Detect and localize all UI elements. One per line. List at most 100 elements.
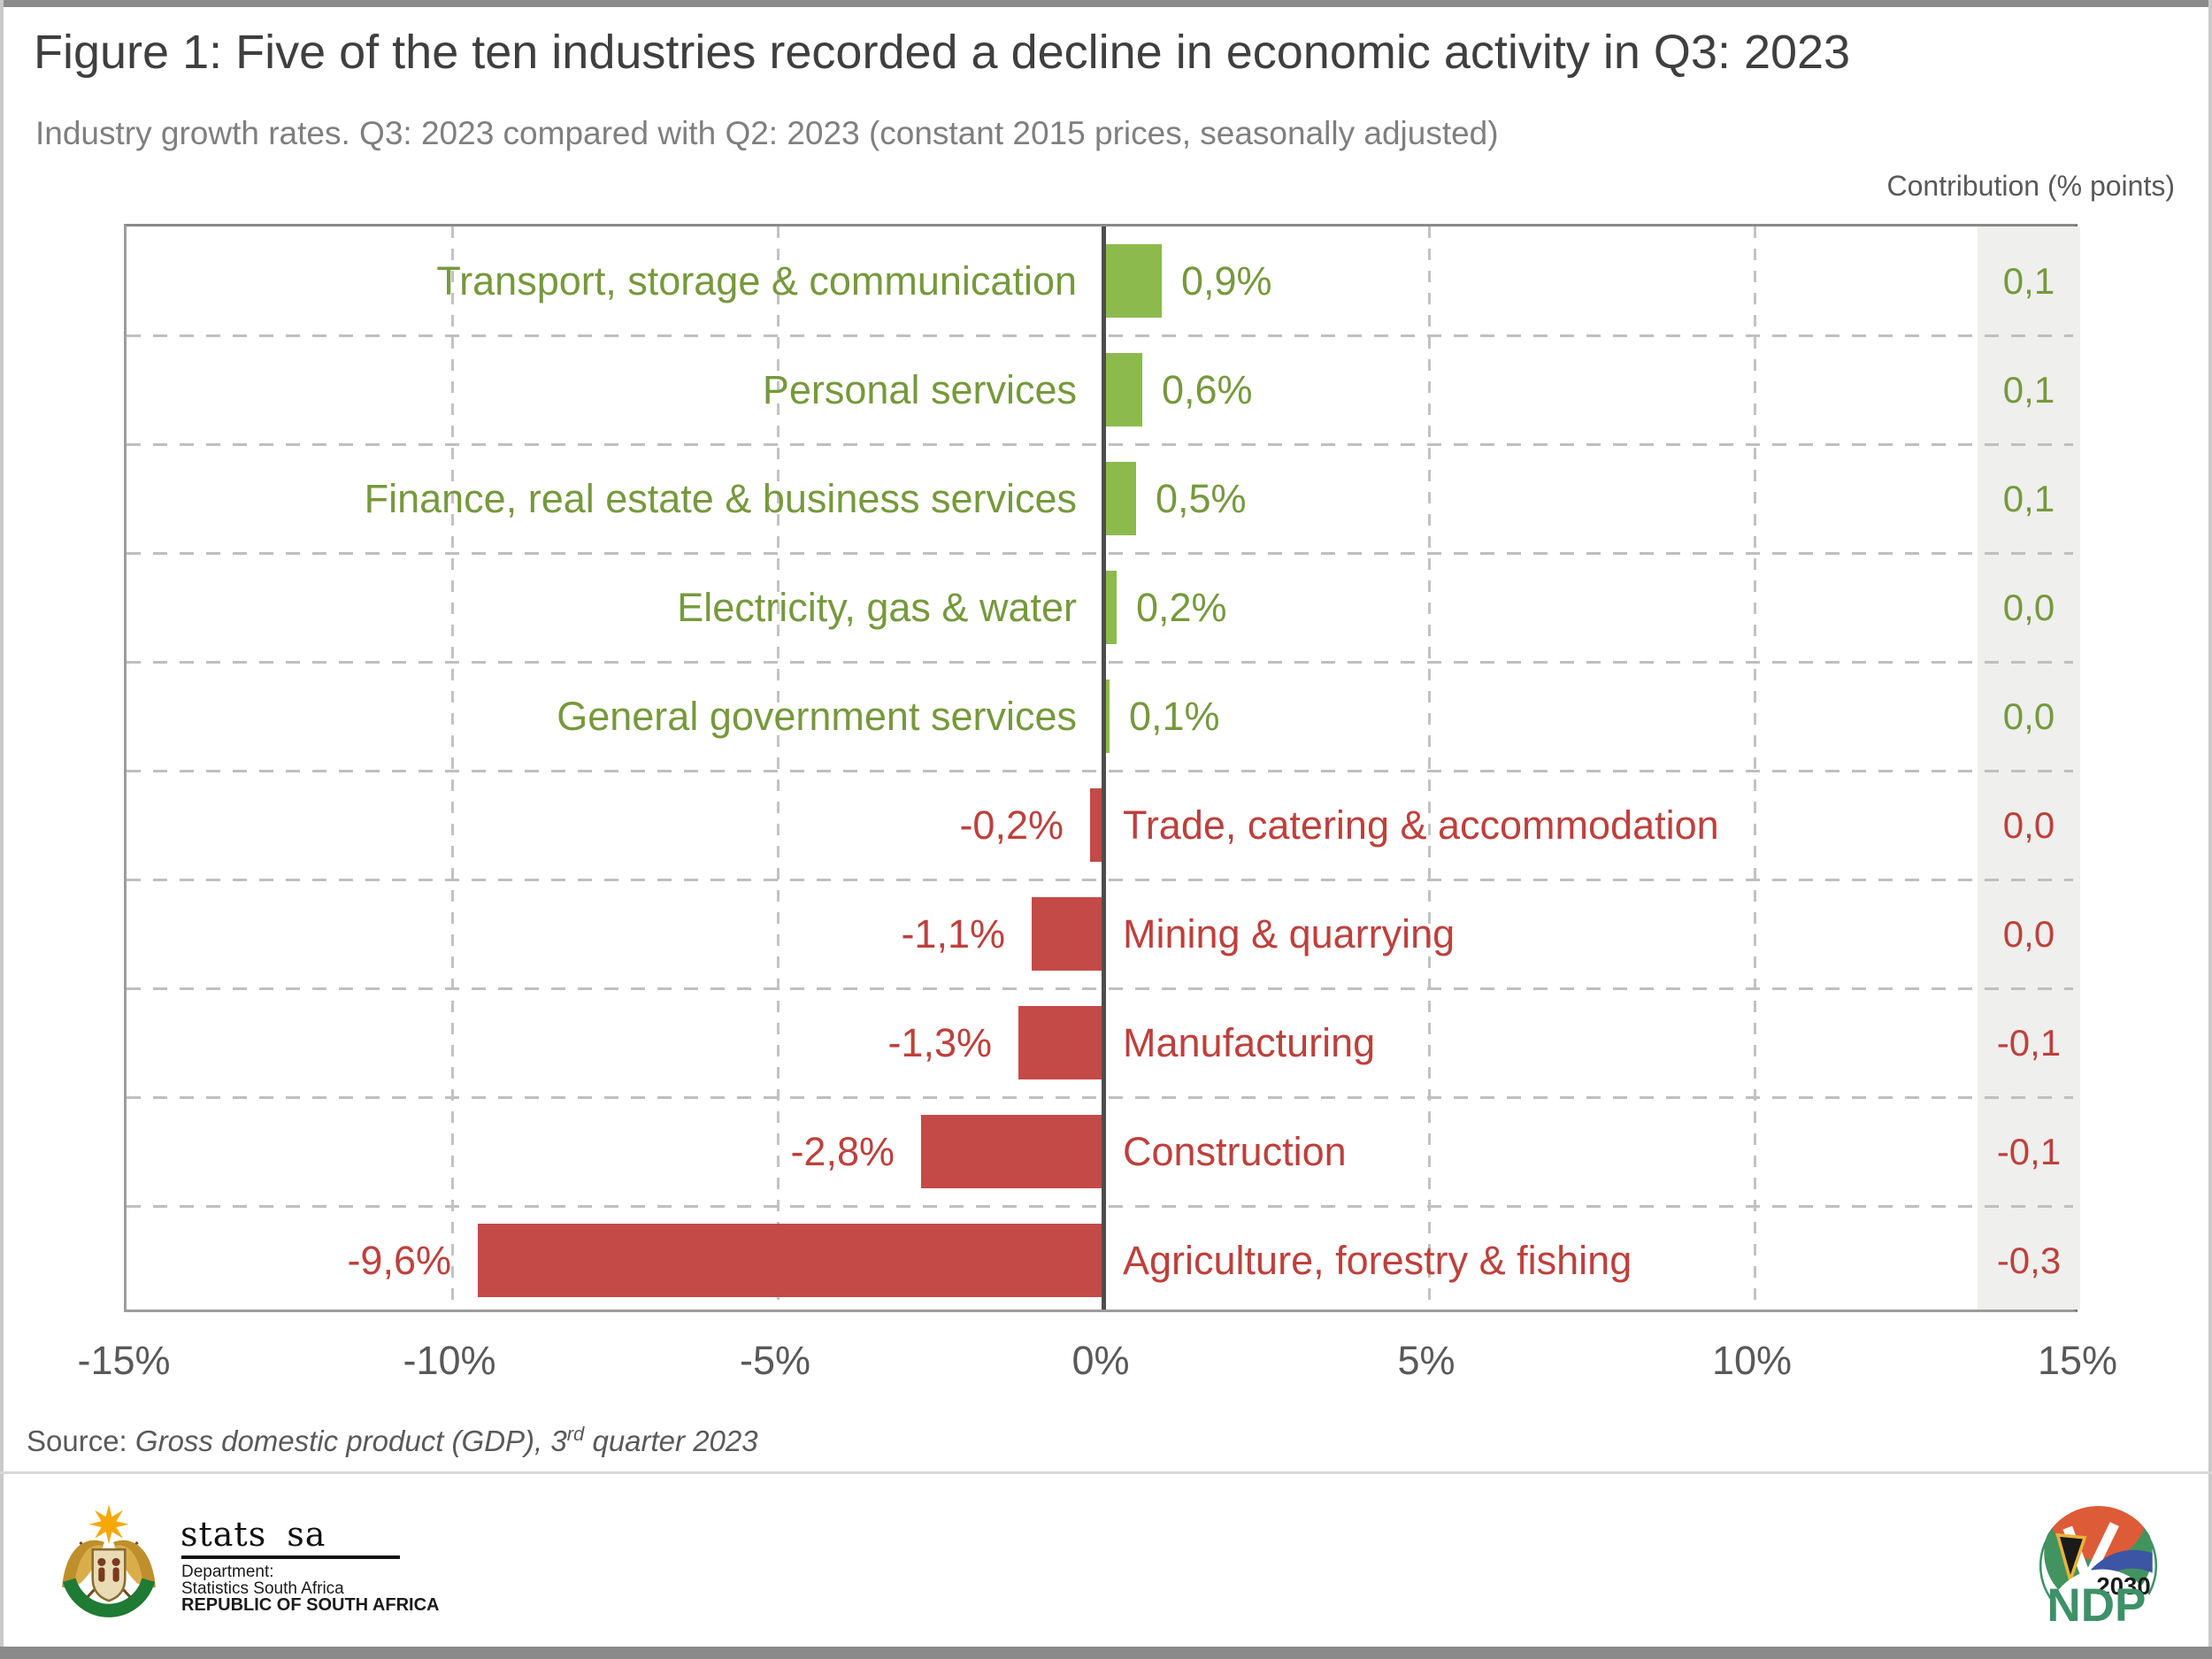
industry-label: Electricity, gas & water xyxy=(677,584,1077,630)
frame-left-border xyxy=(0,0,4,1659)
source-note: Source: Gross domestic product (GDP), 3r… xyxy=(27,1423,758,1458)
industry-label: Construction xyxy=(1123,1128,1347,1174)
ndp-acronym: NDP xyxy=(2047,1579,2146,1632)
growth-bar xyxy=(1032,897,1103,971)
growth-value-label: -0,2% xyxy=(959,802,1064,848)
table-row: General government services 0,1% 0,0 xyxy=(127,662,2073,771)
statssa-wordmark: stats sa xyxy=(180,1515,326,1554)
table-row: Manufacturing -1,3% -0,1 xyxy=(127,988,2073,1097)
republic-of-south-africa-label: REPUBLIC OF SOUTH AFRICA xyxy=(181,1595,440,1615)
horizontal-gridline xyxy=(127,334,2073,337)
growth-value-label: -2,8% xyxy=(790,1128,895,1174)
growth-bar xyxy=(1103,680,1110,753)
ndp-year: 2030 xyxy=(2096,1572,2150,1600)
bar-chart-plot-area: Transport, storage & communication 0,9% 0,… xyxy=(124,224,2080,1312)
figure-subtitle: Industry growth rates. Q3: 2023 compared… xyxy=(35,115,1499,151)
x-axis-tick-label: 5% xyxy=(1397,1338,1455,1383)
footer-divider xyxy=(0,1471,2212,1474)
industry-label: Personal services xyxy=(762,366,1077,412)
ndp-2030-logo: 2030 NDP xyxy=(2039,1506,2158,1632)
vertical-gridline xyxy=(451,227,454,1310)
frame-right-border xyxy=(2208,0,2212,1659)
horizontal-gridline xyxy=(127,770,2073,772)
vertical-gridline xyxy=(1754,227,1756,1310)
statistics-south-africa-label: Statistics South Africa xyxy=(181,1579,344,1598)
table-row: Finance, real estate & business services… xyxy=(127,444,2073,553)
growth-value-label: 0,5% xyxy=(1156,475,1247,521)
growth-value-label: -1,1% xyxy=(901,910,1005,956)
growth-bar xyxy=(478,1224,1103,1297)
contribution-column-header: Contribution (% points) xyxy=(1886,170,2175,202)
table-row: Personal services 0,6% 0,1 xyxy=(127,335,2073,444)
horizontal-gridline xyxy=(127,1205,2073,1208)
zero-axis-line xyxy=(1102,227,1106,1310)
frame-top-border xyxy=(0,0,2212,7)
flag-black-triangle xyxy=(2055,1532,2087,1586)
industry-label: General government services xyxy=(557,693,1077,739)
x-axis-tick-label: 10% xyxy=(1711,1338,1793,1383)
industry-label: Manufacturing xyxy=(1123,1019,1376,1065)
industry-label: Mining & quarrying xyxy=(1123,910,1455,956)
vertical-gridline xyxy=(1428,227,1431,1310)
frame-bottom-border xyxy=(0,1647,2212,1659)
growth-bar xyxy=(1103,353,1142,426)
industry-label: Trade, catering & accommodation xyxy=(1123,802,1719,848)
growth-value-label: 0,9% xyxy=(1181,257,1272,303)
table-row: Electricity, gas & water 0,2% 0,0 xyxy=(127,553,2073,662)
source-prefix: Source: xyxy=(27,1425,135,1457)
horizontal-gridline xyxy=(127,443,2073,446)
industry-label: Agriculture, forestry & fishing xyxy=(1123,1237,1632,1283)
coat-of-arms-logo xyxy=(62,1504,156,1617)
department-label: Department: xyxy=(181,1563,274,1581)
growth-bar xyxy=(1018,1006,1103,1079)
source-text: Gross domestic product (GDP), 3 xyxy=(134,1425,567,1457)
growth-bar xyxy=(921,1115,1103,1188)
sun-icon xyxy=(88,1504,129,1545)
growth-bar xyxy=(1103,571,1117,644)
x-axis-tick-label: -15% xyxy=(77,1338,171,1383)
contribution-value: -0,1 xyxy=(1996,1021,2062,1064)
growth-value-label: 0,2% xyxy=(1136,584,1227,630)
growth-bar xyxy=(1103,462,1136,535)
contribution-value: 0,0 xyxy=(2002,803,2055,846)
x-axis-tick-label: -10% xyxy=(403,1338,496,1383)
contribution-value: 0,1 xyxy=(2002,477,2055,519)
x-axis-tick-label: 0% xyxy=(1071,1338,1130,1383)
plot-canvas: Transport, storage & communication 0,9% 0,… xyxy=(127,227,2080,1310)
contribution-value: 0,0 xyxy=(2002,912,2055,955)
table-row: Agriculture, forestry & fishing -9,6% -0,3 xyxy=(127,1206,2073,1315)
statssa-rule xyxy=(181,1555,400,1559)
growth-value-label: -1,3% xyxy=(887,1019,992,1065)
table-row: Transport, storage & communication 0,9% 0,… xyxy=(127,227,2073,335)
horizontal-gridline xyxy=(127,1096,2073,1099)
figure-title: Figure 1: Five of the ten industries rec… xyxy=(34,26,1851,79)
horizontal-gridline xyxy=(127,879,2073,881)
growth-value-label: 0,1% xyxy=(1129,693,1220,739)
horizontal-gridline xyxy=(127,987,2073,990)
growth-bar xyxy=(1090,788,1103,862)
table-row: Mining & quarrying -1,1% 0,0 xyxy=(127,879,2073,988)
x-axis-tick-label: -5% xyxy=(739,1338,811,1383)
industry-label: Finance, real estate & business services xyxy=(364,475,1077,521)
vertical-gridline xyxy=(777,227,780,1310)
contribution-value: 0,0 xyxy=(2002,695,2055,737)
contribution-value: -0,1 xyxy=(1996,1130,2062,1172)
source-text-2: quarter 2023 xyxy=(584,1425,758,1457)
contribution-value: 0,1 xyxy=(2002,368,2055,411)
x-axis-tick-label: 15% xyxy=(2037,1338,2118,1383)
growth-bar xyxy=(1103,244,1162,318)
contribution-column-band xyxy=(1978,227,2080,1310)
contribution-value: 0,1 xyxy=(2002,259,2055,302)
horizontal-gridline xyxy=(127,552,2073,555)
contribution-value: -0,3 xyxy=(1996,1239,2062,1281)
table-row: Trade, catering & accommodation -0,2% 0,0 xyxy=(127,771,2073,879)
source-superscript: rd xyxy=(566,1423,585,1445)
industry-label: Transport, storage & communication xyxy=(436,257,1077,303)
growth-value-label: 0,6% xyxy=(1162,366,1253,412)
growth-value-label: -9,6% xyxy=(347,1237,451,1283)
green-wreath xyxy=(62,1578,156,1617)
shield xyxy=(91,1548,127,1602)
table-row: Construction -2,8% -0,1 xyxy=(127,1097,2073,1206)
horizontal-gridline xyxy=(127,661,2073,664)
